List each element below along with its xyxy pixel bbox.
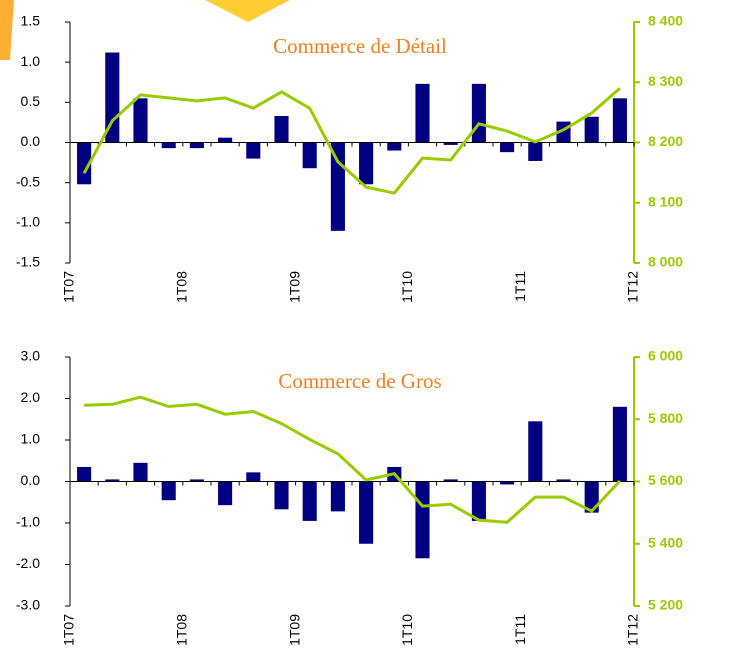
y-tick-label: -0.5 <box>16 173 40 189</box>
bar <box>133 98 148 143</box>
x-tick-label: 1T09 <box>286 614 302 646</box>
bar <box>218 137 233 143</box>
y-tick-label: 1.0 <box>21 53 41 69</box>
bar <box>528 142 543 161</box>
y2-tick-label: 8 300 <box>648 73 683 89</box>
decor <box>205 0 290 22</box>
bar <box>556 479 571 482</box>
bar <box>105 479 120 482</box>
bar <box>218 481 233 506</box>
x-tick-label: 1T10 <box>399 271 415 303</box>
y2-tick-label: 6 000 <box>648 348 683 364</box>
bar <box>274 115 289 143</box>
bar <box>584 116 599 143</box>
x-tick-label: 1T09 <box>286 271 302 303</box>
bar <box>359 481 374 544</box>
bar <box>612 406 627 482</box>
bar <box>387 142 402 151</box>
bar <box>330 481 345 512</box>
bar <box>443 142 458 145</box>
x-tick-label: 1T10 <box>399 614 415 646</box>
x-tick-label: 1T12 <box>625 271 641 303</box>
y-tick-label: -1.0 <box>16 514 40 530</box>
bar <box>528 421 543 482</box>
bar <box>77 142 92 185</box>
y-tick-label: 2.0 <box>21 389 41 405</box>
x-tick-label: 1T07 <box>61 614 77 646</box>
bar <box>189 142 204 149</box>
bar <box>612 98 627 143</box>
bar <box>500 481 515 485</box>
bar <box>500 142 515 153</box>
y-tick-label: 3.0 <box>21 348 41 364</box>
y-tick-label: -3.0 <box>16 597 40 613</box>
bar <box>330 142 345 231</box>
line <box>84 395 621 524</box>
y-tick-label: 1.0 <box>21 431 41 447</box>
chart-title: Commerce de Détail <box>273 34 447 58</box>
x-tick-label: 1T12 <box>625 614 641 646</box>
y2-tick-label: 8 100 <box>648 193 683 209</box>
chart-title: Commerce de Gros <box>278 369 441 393</box>
bar <box>161 142 176 149</box>
y2-tick-label: 5 800 <box>648 410 683 426</box>
bar <box>359 142 374 185</box>
bar <box>161 481 176 501</box>
bar <box>471 83 486 143</box>
bar <box>584 481 599 513</box>
y2-tick-label: 8 000 <box>648 254 683 270</box>
x-tick-label: 1T08 <box>174 271 190 303</box>
y-tick-label: 1.5 <box>21 13 41 29</box>
y-tick-label: -1.5 <box>16 254 40 270</box>
bar <box>302 142 317 169</box>
x-tick-label: 1T11 <box>512 614 528 645</box>
bar <box>189 479 204 482</box>
bar <box>274 481 289 510</box>
bar <box>105 52 120 143</box>
y2-tick-label: 5 400 <box>648 534 683 550</box>
decor <box>0 0 14 60</box>
x-tick-label: 1T07 <box>61 271 77 303</box>
bar <box>246 142 261 159</box>
line <box>82 87 621 195</box>
y2-tick-label: 8 400 <box>648 13 683 29</box>
bar <box>443 479 458 482</box>
bar <box>246 472 261 482</box>
y-tick-label: 0.0 <box>21 133 41 149</box>
bar <box>415 83 430 143</box>
y-tick-label: 0.5 <box>21 93 41 109</box>
bar <box>133 462 148 482</box>
y-tick-label: -2.0 <box>16 555 40 571</box>
y-tick-label: 0.0 <box>21 472 41 488</box>
x-tick-label: 1T11 <box>512 271 528 302</box>
y-tick-label: -1.0 <box>16 214 40 230</box>
y2-tick-label: 5 600 <box>648 472 683 488</box>
x-tick-label: 1T08 <box>174 614 190 646</box>
y2-tick-label: 5 200 <box>648 597 683 613</box>
bar <box>471 481 486 521</box>
bar <box>77 466 92 482</box>
bar <box>415 481 430 559</box>
bar <box>302 481 317 521</box>
y2-tick-label: 8 200 <box>648 133 683 149</box>
